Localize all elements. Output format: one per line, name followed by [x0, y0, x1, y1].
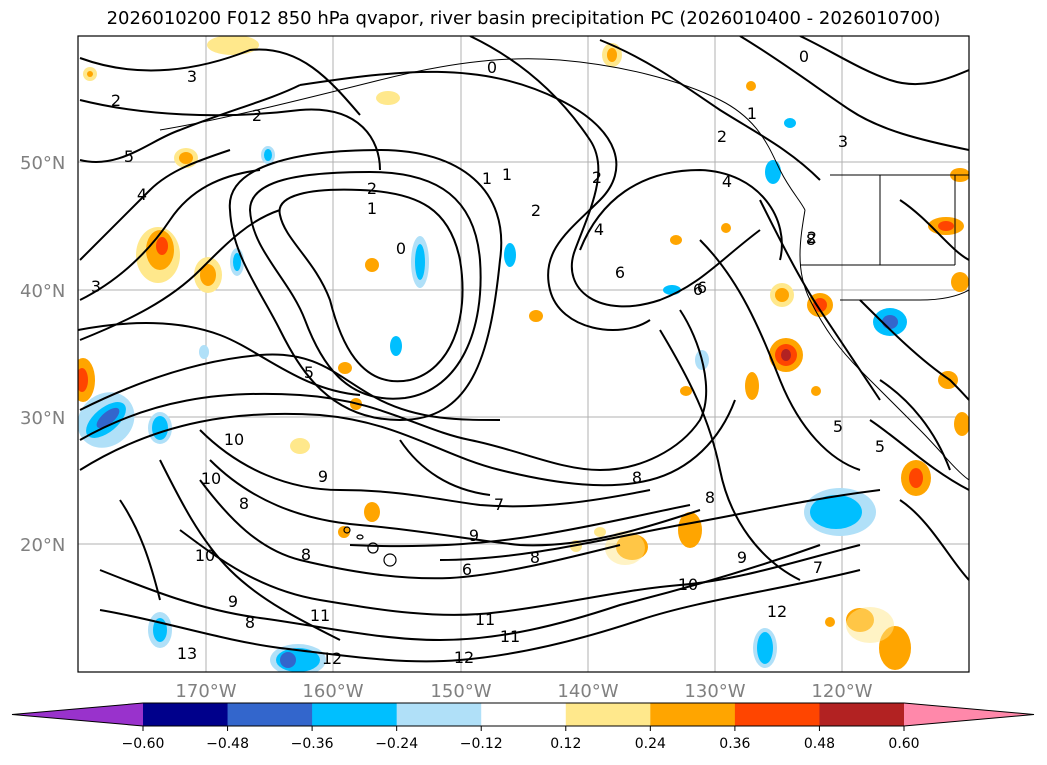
gridlines	[78, 36, 969, 672]
contour-label: 9	[318, 467, 328, 486]
contour-label: 3	[91, 277, 101, 296]
contour-label: 2	[807, 228, 817, 247]
qvapor-contours	[78, 36, 969, 663]
contour-label: 13	[177, 644, 197, 663]
contour-label: 0	[396, 239, 406, 258]
contour-label: 1	[482, 169, 492, 188]
lat-label-30: 30°N	[20, 408, 65, 429]
contour-label: 10	[201, 469, 221, 488]
colorbar-extend-max	[904, 703, 1034, 726]
colorbar-tick-label: −0.60	[122, 736, 165, 752]
contour-label: 5	[304, 363, 314, 382]
contour-label: 6	[693, 280, 703, 299]
colorbar-tick-label: 0.12	[550, 736, 581, 752]
contour-label: 10	[195, 546, 215, 565]
contour-label: 8	[239, 494, 249, 513]
colorbar-segment	[481, 703, 567, 726]
contour-label: 11	[310, 606, 330, 625]
contour-label: 0	[799, 47, 809, 66]
colorbar-segment	[565, 703, 651, 726]
colorbar-segment	[227, 703, 313, 726]
precip-pc-patches	[78, 36, 969, 672]
lon-label-160w: 160°W	[302, 681, 363, 702]
contour-label: 11	[500, 627, 520, 646]
contour-label: 7	[494, 495, 504, 514]
contour-label: 0	[487, 58, 497, 77]
contour-label: 1	[367, 199, 377, 218]
contour-label: 4	[722, 172, 732, 191]
contour-label: 9	[228, 592, 238, 611]
contour-label: 2	[111, 91, 121, 110]
contour-label: 8	[245, 613, 255, 632]
contour-label: 4	[137, 185, 147, 204]
hawaii-islands	[343, 526, 397, 567]
contour-label: 2	[252, 106, 262, 125]
lon-label-170w: 170°W	[175, 681, 236, 702]
latitude-labels: 50°N 40°N 30°N 20°N	[20, 153, 65, 556]
contour-label: 1	[747, 104, 757, 123]
contour-label: 3	[187, 67, 197, 86]
contour-label: 6	[462, 560, 472, 579]
contour-label: 6	[615, 263, 625, 282]
contour-label: 8	[806, 230, 816, 249]
contour-label: 5	[124, 147, 134, 166]
contour-label: 5	[875, 437, 885, 456]
contour-label: 8	[301, 545, 311, 564]
chart-title: 2026010200 F012 850 hPa qvapor, river ba…	[106, 8, 941, 29]
colorbar-extend-min	[12, 703, 143, 726]
lat-label-50: 50°N	[20, 153, 65, 174]
contour-label: 7	[813, 558, 823, 577]
contour-label: 2	[367, 179, 377, 198]
lon-label-140w: 140°W	[557, 681, 618, 702]
colorbar-segment	[734, 703, 820, 726]
colorbar-segment	[819, 703, 905, 726]
contour-label: 12	[767, 602, 787, 621]
map-border	[77, 35, 970, 673]
contour-label: 12	[454, 648, 474, 667]
colorbar-tick-label: 0.36	[719, 736, 750, 752]
colorbar-segment	[396, 703, 482, 726]
contour-label: 12	[322, 649, 342, 668]
colorbar-tick-label: 0.24	[635, 736, 666, 752]
contour-label: 3	[838, 132, 848, 151]
lon-label-130w: 130°W	[684, 681, 745, 702]
colorbar-tick-label: −0.36	[291, 736, 334, 752]
contour-label: 4	[594, 220, 604, 239]
contour-label: 8	[705, 488, 715, 507]
lat-label-40: 40°N	[20, 281, 65, 302]
colorbar-tick-label: 0.48	[804, 736, 835, 752]
colorbar-tick-label: 0.60	[888, 736, 919, 752]
lon-label-120w: 120°W	[811, 681, 872, 702]
longitude-labels: 170°W 160°W 150°W 140°W 130°W 120°W	[175, 681, 872, 702]
contour-label: 9	[469, 526, 479, 545]
coastlines	[159, 58, 969, 481]
colorbar-segment	[312, 703, 398, 726]
contour-label: 10	[224, 430, 244, 449]
colorbar-segment	[650, 703, 736, 726]
colorbar-tick-label: −0.24	[375, 736, 418, 752]
lon-label-150w: 150°W	[430, 681, 491, 702]
contour-label: 2	[531, 201, 541, 220]
contour-label: 5	[833, 417, 843, 436]
colorbar-tick-label: −0.12	[460, 736, 503, 752]
contour-label: 9	[737, 548, 747, 567]
contour-label: 11	[475, 610, 495, 629]
colorbar-tick-label: −0.48	[206, 736, 249, 752]
contour-label: 10	[678, 575, 698, 594]
contour-label: 2	[717, 127, 727, 146]
contour-label: 2	[592, 168, 602, 187]
lat-label-20: 20°N	[20, 535, 65, 556]
contour-label: 6	[697, 278, 707, 297]
contour-label: 8	[530, 548, 540, 567]
colorbar-segment	[143, 703, 229, 726]
contour-label: 8	[632, 468, 642, 487]
colorbar: −0.60 −0.48 −0.36 −0.24 −0.12 0.12 0.24 0.36 0.4…	[11, 702, 1035, 752]
contour-label: 1	[502, 165, 512, 184]
